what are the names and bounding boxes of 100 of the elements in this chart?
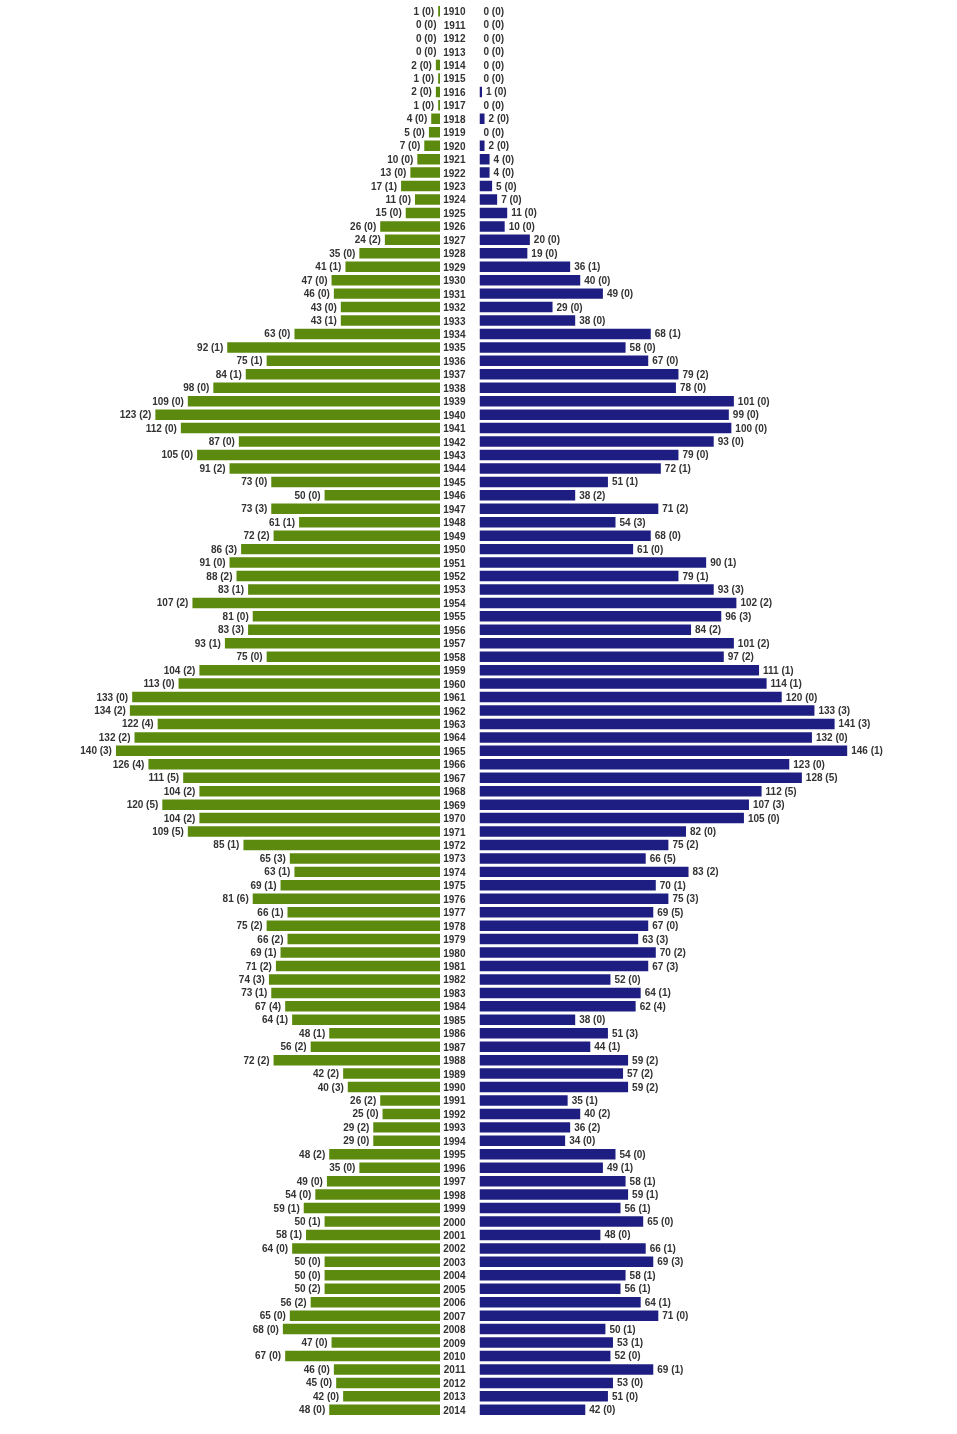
bar: [479, 1229, 601, 1241]
y-tick-label: 1969: [443, 799, 466, 811]
bar: [479, 1122, 571, 1133]
bar: [479, 274, 581, 286]
data-label: 65 (3): [259, 852, 286, 864]
bar: [428, 127, 440, 138]
bar: [479, 785, 762, 797]
data-label: 66 (1): [649, 1242, 676, 1254]
y-tick-label: 1956: [443, 624, 466, 636]
bar: [479, 651, 724, 662]
bar: [479, 933, 639, 945]
data-label: 105 (0): [161, 449, 194, 461]
bar: [373, 1135, 440, 1147]
data-label: 123 (0): [793, 758, 825, 770]
bar: [479, 866, 689, 878]
bar: [310, 1041, 440, 1052]
y-tick-label: 1968: [443, 786, 466, 798]
data-label: 59 (2): [632, 1054, 659, 1066]
y-tick-label: 1925: [443, 207, 466, 219]
bar: [479, 691, 782, 703]
data-label: 134 (2): [94, 705, 126, 716]
bar: [266, 355, 440, 367]
data-label: 73 (1): [241, 987, 268, 999]
data-label: 102 (2): [740, 597, 773, 609]
bar: [479, 732, 812, 743]
bar: [285, 1001, 440, 1012]
bar: [324, 1256, 440, 1268]
data-label: 25 (0): [352, 1108, 379, 1120]
data-label: 69 (3): [657, 1256, 684, 1268]
y-tick-label: 2004: [443, 1270, 466, 1282]
data-label: 46 (0): [303, 288, 330, 300]
y-tick-label: 1972: [443, 839, 466, 851]
bar: [333, 1364, 440, 1375]
data-label: 54 (0): [285, 1189, 312, 1201]
bar: [315, 1189, 440, 1200]
bar: [479, 355, 649, 367]
data-label: 63 (1): [264, 866, 291, 878]
y-tick-label: 1930: [443, 275, 466, 287]
bar: [479, 422, 732, 434]
bar: [331, 1337, 440, 1348]
data-label: 100 (0): [735, 422, 768, 434]
bar: [199, 664, 440, 676]
data-label: 97 (2): [727, 651, 754, 663]
data-label: 11 (0): [511, 207, 537, 219]
bar: [479, 1095, 568, 1106]
bar: [424, 140, 440, 151]
bar: [380, 1095, 440, 1106]
bar: [180, 422, 440, 434]
bar: [435, 86, 440, 98]
data-label: 75 (2): [236, 920, 263, 932]
bar: [227, 342, 440, 353]
data-label: 0 (0): [483, 32, 505, 44]
y-tick-label: 1921: [443, 154, 466, 166]
y-tick-label: 2013: [443, 1391, 466, 1403]
bar: [268, 974, 440, 985]
bar: [479, 207, 508, 219]
data-label: 104 (2): [163, 812, 196, 824]
data-label: 69 (5): [657, 906, 684, 918]
bar: [479, 718, 835, 730]
y-tick-label: 1995: [443, 1149, 466, 1161]
bar: [197, 449, 440, 461]
y-tick-label: 1931: [443, 288, 466, 300]
bar: [271, 476, 440, 488]
y-tick-label: 1957: [443, 638, 466, 650]
bar: [162, 799, 440, 810]
y-tick-label: 1997: [443, 1176, 466, 1188]
y-tick-label: 1913: [443, 46, 466, 58]
data-label: 2 (0): [488, 113, 510, 125]
bar: [280, 947, 440, 958]
y-tick-label: 1983: [443, 987, 466, 999]
y-tick-label: 2001: [443, 1229, 466, 1241]
data-label: 73 (0): [241, 476, 268, 488]
data-label: 51 (1): [611, 476, 639, 488]
bar: [148, 759, 440, 770]
bar: [479, 1175, 626, 1187]
data-label: 123 (2): [119, 409, 152, 421]
bar: [380, 221, 440, 232]
data-label: 146 (1): [851, 745, 883, 757]
data-label: 79 (1): [682, 570, 709, 582]
bar: [479, 1189, 629, 1200]
data-label: 17 (1): [370, 180, 398, 192]
data-label: 69 (1): [250, 879, 277, 891]
data-label: 4 (0): [406, 113, 428, 125]
data-label: 42 (2): [313, 1068, 340, 1080]
bar: [271, 503, 440, 515]
data-label: 53 (1): [616, 1337, 644, 1349]
data-label: 83 (2): [692, 866, 719, 878]
bar: [287, 933, 440, 945]
bar: [199, 785, 440, 797]
y-tick-label: 1916: [443, 86, 466, 98]
data-label: 10 (0): [387, 153, 414, 165]
y-tick-label: 1949: [443, 530, 466, 542]
data-label: 40 (0): [584, 274, 611, 286]
data-label: 1 (0): [413, 72, 435, 84]
y-tick-label: 1915: [443, 73, 466, 85]
data-label: 48 (2): [299, 1148, 326, 1160]
data-label: 7 (0): [501, 193, 522, 205]
y-tick-label: 1945: [443, 476, 466, 488]
data-label: 93 (3): [717, 583, 744, 595]
bar: [479, 839, 669, 851]
